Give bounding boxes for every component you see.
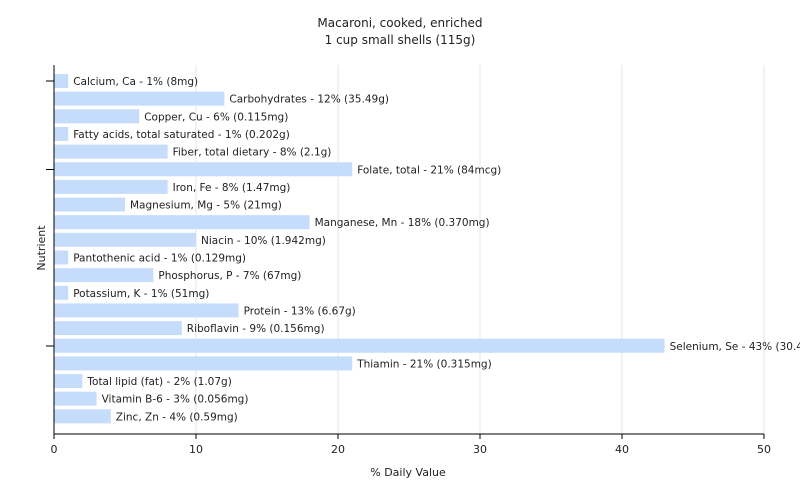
x-tick-label: 30 (473, 443, 487, 456)
bar-label: Phosphorus, P - 7% (67mg) (158, 270, 301, 282)
bar (54, 409, 111, 424)
chart-subtitle: 1 cup small shells (115g) (325, 33, 476, 47)
bar-label: Niacin - 10% (1.942mg) (201, 235, 326, 247)
bar (54, 91, 225, 106)
bar (54, 321, 182, 336)
bar-label: Protein - 13% (6.67g) (244, 305, 356, 317)
grid-lines (195, 65, 765, 434)
bar (54, 268, 154, 283)
bar-label: Fatty acids, total saturated - 1% (0.202… (73, 129, 290, 141)
bar (54, 197, 125, 212)
x-tick-label: 10 (189, 443, 203, 456)
bar-label: Copper, Cu - 6% (0.115mg) (144, 111, 288, 123)
bar-label: Calcium, Ca - 1% (8mg) (73, 76, 198, 88)
bar-label: Fiber, total dietary - 8% (2.1g) (173, 147, 332, 159)
bar-label: Riboflavin - 9% (0.156mg) (187, 323, 325, 335)
bar-label: Pantothenic acid - 1% (0.129mg) (73, 253, 246, 265)
bar (54, 179, 168, 194)
bar-label: Total lipid (fat) - 2% (1.07g) (86, 376, 231, 388)
bar (54, 74, 69, 88)
bar (54, 285, 69, 300)
bar-label: Potassium, K - 1% (51mg) (73, 288, 209, 300)
bar (54, 215, 310, 230)
bar-label: Manganese, Mn - 18% (0.370mg) (315, 217, 490, 229)
bar-label: Folate, total - 21% (84mcg) (357, 164, 501, 176)
bar (54, 162, 353, 177)
x-axis-title: % Daily Value (370, 466, 446, 479)
axes: 0 10 20 30 40 50 (46, 65, 771, 456)
bar (54, 250, 69, 265)
x-tick-label: 20 (331, 443, 345, 456)
bars: Calcium, Ca - 1% (8mg) Carbohydrates - 12… (54, 74, 800, 424)
bar-label: Selenium, Se - 43% (30.4mcg) (670, 341, 800, 353)
bar (54, 109, 140, 124)
bar-label: Vitamin B-6 - 3% (0.056mg) (102, 394, 249, 406)
bar-label: Thiamin - 21% (0.315mg) (356, 358, 492, 370)
bar-label: Iron, Fe - 8% (1.47mg) (173, 182, 291, 194)
bar (54, 374, 83, 389)
bar (54, 303, 239, 318)
bar (54, 126, 69, 141)
y-axis-title: Nutrient (35, 225, 48, 271)
bar (54, 391, 97, 406)
bar (54, 144, 168, 159)
bar (54, 232, 196, 247)
chart-title: Macaroni, cooked, enriched (317, 16, 482, 30)
x-tick-label: 50 (757, 443, 771, 456)
x-tick-label: 0 (51, 443, 58, 456)
bar-label: Zinc, Zn - 4% (0.59mg) (116, 411, 238, 423)
bar (54, 356, 353, 371)
bar-label: Carbohydrates - 12% (35.49g) (229, 94, 389, 106)
bar (54, 338, 665, 353)
bar-label: Magnesium, Mg - 5% (21mg) (130, 200, 282, 212)
x-tick-label: 40 (615, 443, 629, 456)
